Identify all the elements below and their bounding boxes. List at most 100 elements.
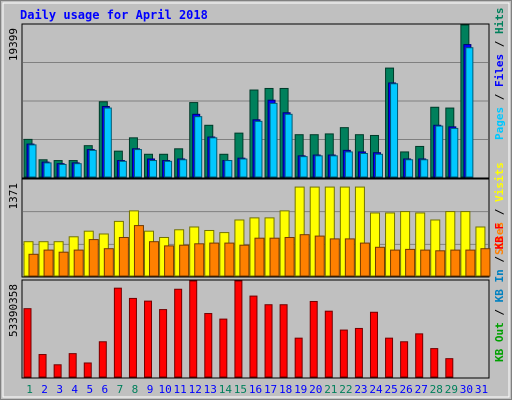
bar-sites-day-6 [103,248,114,277]
legend-item-files: Files [493,54,506,87]
bar-sites-day-25 [390,249,401,277]
bar-pages-day-19 [299,156,308,178]
panel-kbytes: 53390358 KB Out / KB In / KB F [7,223,506,379]
x-tick-label-day-19: 19 [294,383,307,396]
legend-separator: / [493,34,506,54]
panel-visits-sites: 1371 Sites / Visits [7,162,506,278]
bar-pages-day-24 [374,153,383,178]
bar-sites-day-18 [284,236,295,277]
bar-sites-day-9 [149,241,160,277]
x-tick-label-day-3: 3 [56,383,63,396]
bar-kb-f-day-21 [324,310,333,378]
bar-pages-day-30 [465,47,474,178]
bar-pages-day-29 [450,127,459,178]
bar-sites-day-14 [224,242,235,277]
legend-item-hits: Hits [493,8,506,35]
bar-sites-day-13 [209,242,220,277]
bar-kb-f-day-7 [113,287,122,378]
bar-sites-day-7 [118,236,129,277]
bar-pages-day-12 [194,116,203,178]
x-axis-labels: 1 2 3 4 5 6 7 8 9 10 11 12 13 14 15 16 17 18 19 20 21 22 23 24 2… [26,383,488,396]
legend-separator: / [493,302,506,322]
x-tick-label-day-10: 10 [158,383,171,396]
bar-pages-day-10 [164,160,173,178]
bar-kb-f-day-18 [279,304,288,378]
legend-item-kb-in: KB In [493,269,506,302]
bar-kb-f-day-1 [23,308,32,378]
bar-pages-day-1 [28,144,37,178]
x-tick-label-day-31: 31 [475,383,488,396]
bar-kb-f-day-26 [400,341,409,378]
x-tick-label-day-8: 8 [132,383,139,396]
bar-kb-f-day-13 [204,313,213,378]
bar-kb-f-day-8 [128,297,137,378]
x-tick-label-day-11: 11 [174,383,187,396]
bar-kb-f-day-19 [294,337,303,378]
bar-sites-day-11 [179,244,190,277]
bar-sites-day-29 [450,249,461,277]
x-tick-label-day-6: 6 [102,383,109,396]
bar-pages-day-11 [179,159,188,178]
bar-kb-f-day-2 [38,354,47,378]
bar-pages-day-2 [43,162,52,178]
bar-sites-day-8 [133,225,144,277]
bar-kb-f-day-22 [339,329,348,378]
x-tick-label-day-29: 29 [445,383,458,396]
bar-pages-day-18 [284,113,293,178]
bar-kb-f-day-15 [234,280,243,378]
bar-pages-day-25 [390,83,399,178]
bar-kb-f-day-20 [309,300,318,378]
bar-kb-f-day-17 [264,304,273,378]
bar-sites-day-15 [239,244,250,277]
chart-panels: 19399 Pages / Files / Hits 1371 Sites / Vis… [7,8,506,379]
bar-sites-day-19 [299,234,310,277]
bar-kb-f-day-27 [415,333,424,378]
bar-sites-day-2 [43,249,54,277]
x-tick-label-day-1: 1 [26,383,33,396]
bar-kb-f-day-16 [249,295,258,378]
legend-separator: / [493,202,506,222]
bar-pages-day-26 [405,159,414,178]
x-tick-label-day-7: 7 [117,383,124,396]
x-tick-label-day-27: 27 [415,383,428,396]
bar-pages-day-8 [133,149,142,178]
bar-sites-day-22 [344,238,355,277]
bar-pages-day-17 [269,102,278,178]
bar-pages-day-5 [88,149,97,178]
bar-sites-day-30 [465,249,476,277]
legend-separator: / [493,87,506,107]
bar-pages-day-16 [254,120,263,178]
x-tick-label-day-21: 21 [324,383,337,396]
legend-hits-files-pages: Pages / Files / Hits [493,8,506,141]
bar-pages-day-4 [73,163,82,178]
y-max-label: 19399 [7,28,20,61]
bar-pages-day-14 [224,160,233,178]
bar-kb-f-day-28 [430,348,439,378]
bar-sites-day-26 [405,248,416,277]
bar-kb-f-day-3 [53,364,62,378]
legend-visits-sites: Sites / Visits [493,162,506,255]
bar-pages-day-20 [314,155,323,178]
bar-pages-day-9 [149,160,158,178]
bar-kb-f-day-10 [159,309,168,378]
legend-item-sites: Sites [493,222,506,255]
bar-pages-day-23 [359,152,368,178]
bar-sites-day-20 [314,235,325,277]
legend-separator: / [493,249,506,269]
bar-pages-day-7 [118,160,127,178]
bar-sites-day-31 [480,248,491,277]
legend-kbytes: KB Out / KB In / KB F [493,223,506,362]
bar-kb-f-day-11 [174,288,183,378]
panel-hits-files-pages: 19399 Pages / Files / Hits [7,8,506,179]
bar-kb-f-day-25 [385,337,394,378]
bar-sites-day-21 [329,238,340,277]
x-tick-label-day-13: 13 [204,383,217,396]
bar-pages-day-13 [209,137,218,178]
bar-pages-day-3 [58,163,67,178]
bar-sites-day-24 [374,246,385,277]
legend-item-kb-out: KB Out [493,322,506,362]
legend-item-kb-f: KB F [493,223,506,250]
x-tick-label-day-4: 4 [71,383,78,396]
